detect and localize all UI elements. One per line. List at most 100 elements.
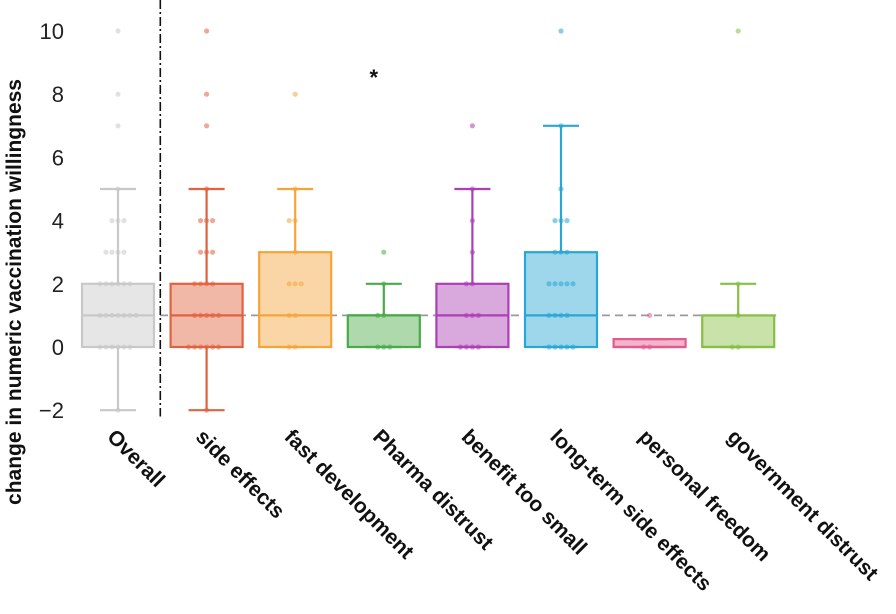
data-point xyxy=(735,312,741,318)
box-long-term-side-effects xyxy=(523,124,599,349)
data-point xyxy=(192,312,198,318)
points-side-effects xyxy=(186,28,222,413)
data-point xyxy=(475,344,481,350)
data-point xyxy=(457,344,463,350)
y-tick-label: 4 xyxy=(52,209,64,234)
data-point xyxy=(552,281,558,287)
y-tick-label: 6 xyxy=(52,145,64,170)
data-point xyxy=(735,28,741,34)
data-point xyxy=(469,344,475,350)
data-point xyxy=(109,249,115,255)
data-point xyxy=(103,281,109,287)
data-point xyxy=(286,281,292,287)
data-point xyxy=(381,312,387,318)
data-point xyxy=(463,281,469,287)
data-point xyxy=(735,344,741,350)
data-point xyxy=(103,344,109,350)
data-point xyxy=(564,249,570,255)
data-point xyxy=(210,281,216,287)
data-point xyxy=(570,281,576,287)
box-layer xyxy=(80,124,776,412)
data-point xyxy=(292,281,298,287)
data-point xyxy=(204,312,210,318)
data-point xyxy=(121,249,127,255)
box-fast-development xyxy=(258,187,333,349)
data-point xyxy=(558,123,564,129)
data-point xyxy=(192,281,198,287)
data-point xyxy=(647,312,653,318)
points-government-distrust xyxy=(729,28,741,350)
data-point xyxy=(292,91,298,97)
data-point xyxy=(469,218,475,224)
points-benefit-too-small xyxy=(457,123,481,350)
data-point xyxy=(558,249,564,255)
y-axis-label: change in numeric vaccination willingnes… xyxy=(3,79,26,505)
data-point xyxy=(127,344,133,350)
data-point xyxy=(558,312,564,318)
data-point xyxy=(564,344,570,350)
data-point xyxy=(204,407,210,413)
data-point xyxy=(186,344,192,350)
data-point xyxy=(204,186,210,192)
data-point xyxy=(198,249,204,255)
data-point xyxy=(641,344,647,350)
data-point xyxy=(286,312,292,318)
data-point xyxy=(292,218,298,224)
data-point xyxy=(552,344,558,350)
data-point xyxy=(198,344,204,350)
y-tick-label: 2 xyxy=(52,272,64,297)
data-point xyxy=(381,249,387,255)
data-point xyxy=(97,312,103,318)
point-layer xyxy=(97,28,741,413)
data-point xyxy=(292,344,298,350)
data-point xyxy=(564,281,570,287)
data-point xyxy=(198,312,204,318)
data-point xyxy=(198,281,204,287)
annotation-layer: * xyxy=(370,65,379,90)
data-point xyxy=(115,407,121,413)
data-point xyxy=(558,186,564,192)
data-point xyxy=(103,312,109,318)
data-point xyxy=(564,312,570,318)
data-point xyxy=(115,91,121,97)
points-fast-development xyxy=(286,91,304,350)
data-point xyxy=(735,281,741,287)
y-axis: −2 0 2 4 6 8 10 xyxy=(39,19,64,423)
data-point xyxy=(121,281,127,287)
data-point xyxy=(216,344,222,350)
data-point xyxy=(546,312,552,318)
data-point xyxy=(558,28,564,34)
data-point xyxy=(115,218,121,224)
data-point xyxy=(381,344,387,350)
data-point xyxy=(204,28,210,34)
data-point xyxy=(375,344,381,350)
data-point xyxy=(469,281,475,287)
x-tick-label-government-distrust: government distrust xyxy=(723,425,883,585)
data-point xyxy=(115,186,121,192)
data-point xyxy=(115,281,121,287)
y-tick-label: 0 xyxy=(52,335,64,360)
data-point xyxy=(210,344,216,350)
data-point xyxy=(463,344,469,350)
points-pharma-distrust xyxy=(375,249,393,350)
data-point xyxy=(121,344,127,350)
data-point xyxy=(298,281,304,287)
data-point xyxy=(216,312,222,318)
data-point xyxy=(381,281,387,287)
box-iqr xyxy=(523,251,599,349)
data-point xyxy=(115,28,121,34)
data-point xyxy=(292,186,298,192)
data-point xyxy=(292,249,298,255)
data-point xyxy=(552,218,558,224)
data-point xyxy=(204,344,210,350)
data-point xyxy=(115,344,121,350)
data-point xyxy=(127,281,133,287)
data-point xyxy=(292,312,298,318)
data-point xyxy=(109,218,115,224)
data-point xyxy=(109,312,115,318)
data-point xyxy=(564,218,570,224)
data-point xyxy=(103,249,109,255)
data-point xyxy=(204,218,210,224)
